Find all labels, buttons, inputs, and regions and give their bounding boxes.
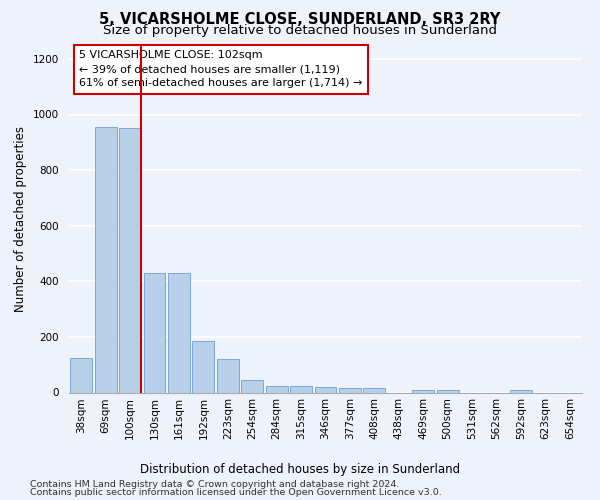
Text: Contains HM Land Registry data © Crown copyright and database right 2024.: Contains HM Land Registry data © Crown c… bbox=[30, 480, 400, 489]
Bar bbox=[119, 128, 141, 392]
Bar bbox=[412, 390, 434, 392]
Bar bbox=[510, 390, 532, 392]
Bar bbox=[241, 380, 263, 392]
Text: Size of property relative to detached houses in Sunderland: Size of property relative to detached ho… bbox=[103, 24, 497, 37]
Text: 5, VICARSHOLME CLOSE, SUNDERLAND, SR3 2RY: 5, VICARSHOLME CLOSE, SUNDERLAND, SR3 2R… bbox=[100, 12, 500, 28]
Text: Contains public sector information licensed under the Open Government Licence v3: Contains public sector information licen… bbox=[30, 488, 442, 497]
Bar bbox=[314, 387, 337, 392]
Text: 5 VICARSHOLME CLOSE: 102sqm
← 39% of detached houses are smaller (1,119)
61% of : 5 VICARSHOLME CLOSE: 102sqm ← 39% of det… bbox=[79, 50, 362, 88]
Bar bbox=[437, 390, 458, 392]
Y-axis label: Number of detached properties: Number of detached properties bbox=[14, 126, 28, 312]
Bar bbox=[364, 388, 385, 392]
Bar bbox=[70, 358, 92, 392]
Bar bbox=[266, 386, 287, 392]
Bar bbox=[95, 127, 116, 392]
Bar bbox=[339, 388, 361, 392]
Text: Distribution of detached houses by size in Sunderland: Distribution of detached houses by size … bbox=[140, 462, 460, 475]
Bar bbox=[143, 273, 166, 392]
Bar bbox=[217, 359, 239, 392]
Bar bbox=[193, 341, 214, 392]
Bar bbox=[168, 273, 190, 392]
Bar bbox=[290, 386, 312, 392]
